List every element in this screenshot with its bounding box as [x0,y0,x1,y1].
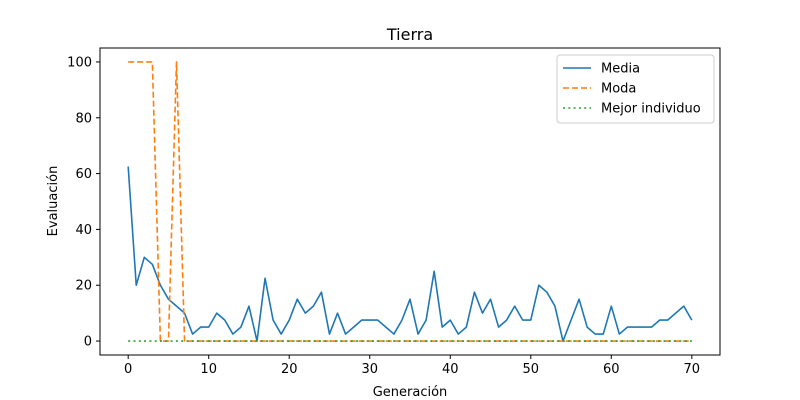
legend-label: Mejor individuo [601,102,701,117]
y-tick-label: 40 [75,223,92,238]
y-axis: 0 20 40 60 80 100 [67,55,100,350]
x-tick-label: 70 [684,362,701,377]
x-tick-label: 30 [361,362,378,377]
x-tick-label: 60 [603,362,620,377]
y-tick-label: 80 [75,111,92,126]
x-tick-label: 40 [442,362,459,377]
x-tick-label: 0 [124,362,132,377]
x-axis-label: Generación [373,385,448,400]
y-tick-label: 60 [75,167,92,182]
y-tick-label: 0 [84,335,92,350]
legend-box [556,54,715,124]
y-tick-label: 100 [67,55,92,70]
y-axis-label: Evaluación [46,166,61,237]
y-tick-label: 20 [75,279,92,294]
x-tick-label: 50 [523,362,540,377]
x-tick-label: 10 [200,362,217,377]
legend-label: Moda [601,82,636,97]
legend: Media Moda Mejor individuo [556,54,715,124]
series-line-moda [128,61,692,342]
chart-title: Tierra [386,25,433,44]
x-axis: 0 10 20 30 40 50 60 70 [124,355,700,377]
legend-label: Media [601,62,640,77]
x-tick-label: 20 [281,362,298,377]
series-line-media [127,166,693,342]
plot-frame [99,47,721,356]
plot-area [127,61,693,342]
